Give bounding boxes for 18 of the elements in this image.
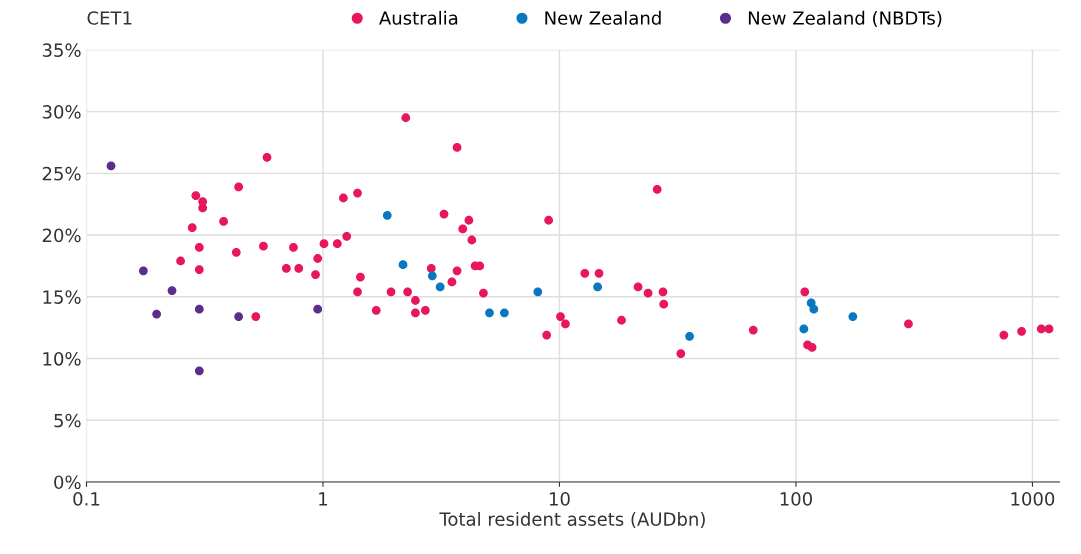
y-tick-label: 15% [43, 290, 81, 304]
y-tick-label: 20% [42, 228, 81, 243]
x-axis-title: Total resident assets (AUDbn) [439, 511, 705, 529]
y-tick-label: 35% [42, 43, 81, 57]
y-tick-label: 10% [43, 351, 81, 366]
x-tick-label: 10 [549, 492, 570, 506]
y-tick-label: 5% [54, 413, 81, 428]
legend-label: New Zealand [545, 10, 661, 25]
y-tick-label: 30% [42, 105, 81, 119]
y-tick-label: 25% [42, 166, 81, 181]
x-tick-label: 0.1 [73, 492, 100, 506]
y-tick-label: 0% [54, 475, 81, 490]
y-axis-title: CET1 [87, 11, 132, 25]
x-tick-label: 1000 [1011, 492, 1055, 506]
x-tick-label: 100 [780, 492, 812, 506]
legend-label: Australia [379, 10, 458, 25]
x-tick-label: 1 [319, 492, 328, 506]
legend-label: New Zealand (NBDTs) [748, 10, 942, 27]
